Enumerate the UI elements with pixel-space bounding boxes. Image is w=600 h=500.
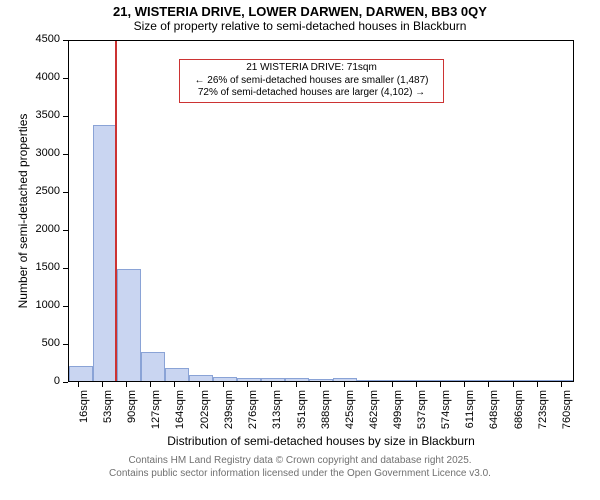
x-tick-label: 53sqm — [102, 390, 114, 440]
y-tick-mark — [63, 382, 68, 383]
x-tick-label: 648sqm — [488, 390, 500, 440]
x-tick-mark — [464, 382, 465, 387]
x-tick-label: 499sqm — [392, 390, 404, 440]
x-tick-mark — [126, 382, 127, 387]
page-title: 21, WISTERIA DRIVE, LOWER DARWEN, DARWEN… — [0, 0, 600, 33]
x-tick-label: 686sqm — [513, 390, 525, 440]
x-tick-mark — [513, 382, 514, 387]
x-tick-mark — [392, 382, 393, 387]
y-tick-mark — [63, 306, 68, 307]
x-tick-label: 425sqm — [344, 390, 356, 440]
x-tick-label: 202sqm — [199, 390, 211, 440]
y-tick-mark — [63, 154, 68, 155]
x-tick-label: 537sqm — [416, 390, 428, 440]
x-tick-mark — [488, 382, 489, 387]
x-tick-mark — [440, 382, 441, 387]
histogram-bar — [405, 380, 429, 381]
x-tick-mark — [320, 382, 321, 387]
x-tick-label: 313sqm — [271, 390, 283, 440]
y-tick-label: 4000 — [36, 71, 60, 83]
y-axis-label: Number of semi-detached properties — [16, 40, 30, 382]
x-tick-label: 574sqm — [440, 390, 452, 440]
title-line1: 21, WISTERIA DRIVE, LOWER DARWEN, DARWEN… — [0, 4, 600, 19]
histogram-bar — [429, 380, 453, 381]
x-tick-label: 611sqm — [464, 390, 476, 440]
chart-plot-area: 21 WISTERIA DRIVE: 71sqm← 26% of semi-de… — [68, 40, 574, 382]
histogram-bar — [453, 380, 477, 381]
x-tick-mark — [271, 382, 272, 387]
y-tick-label: 3000 — [36, 147, 60, 159]
histogram-bar — [213, 377, 237, 381]
histogram-bar — [69, 366, 93, 381]
histogram-bar — [309, 379, 333, 381]
histogram-bar — [333, 378, 357, 381]
histogram-bar — [141, 352, 165, 381]
y-tick-mark — [63, 40, 68, 41]
histogram-bar — [237, 378, 261, 381]
y-tick-mark — [63, 78, 68, 79]
histogram-bar — [525, 380, 549, 381]
x-tick-label: 90sqm — [126, 390, 138, 440]
x-tick-mark — [561, 382, 562, 387]
x-tick-label: 16sqm — [78, 390, 90, 440]
x-tick-mark — [174, 382, 175, 387]
x-tick-mark — [223, 382, 224, 387]
x-tick-mark — [537, 382, 538, 387]
y-tick-label: 2000 — [36, 223, 60, 235]
x-tick-mark — [247, 382, 248, 387]
histogram-bar — [285, 378, 309, 381]
histogram-bar — [117, 269, 141, 381]
y-tick-mark — [63, 344, 68, 345]
footer-line1: Contains HM Land Registry data © Crown c… — [0, 454, 600, 467]
x-tick-label: 723sqm — [537, 390, 549, 440]
histogram-bar — [501, 380, 525, 381]
reference-line — [115, 41, 117, 381]
x-tick-mark — [78, 382, 79, 387]
x-tick-label: 351sqm — [296, 390, 308, 440]
footer-line2: Contains public sector information licen… — [0, 467, 600, 480]
annotation-line: ← 26% of semi-detached houses are smalle… — [184, 75, 439, 88]
annotation-line: 21 WISTERIA DRIVE: 71sqm — [184, 62, 439, 75]
footer-attribution: Contains HM Land Registry data © Crown c… — [0, 454, 600, 480]
histogram-bar — [477, 380, 501, 381]
x-tick-mark — [199, 382, 200, 387]
y-tick-label: 500 — [42, 337, 60, 349]
histogram-bar — [165, 368, 189, 381]
y-tick-label: 0 — [54, 375, 60, 387]
x-tick-label: 127sqm — [150, 390, 162, 440]
histogram-bar — [381, 380, 405, 381]
x-tick-mark — [416, 382, 417, 387]
y-tick-mark — [63, 192, 68, 193]
y-tick-label: 2500 — [36, 185, 60, 197]
y-tick-label: 4500 — [36, 33, 60, 45]
histogram-bar — [189, 375, 213, 381]
x-tick-label: 276sqm — [247, 390, 259, 440]
x-tick-label: 462sqm — [368, 390, 380, 440]
histogram-bar — [549, 380, 573, 381]
y-tick-mark — [63, 230, 68, 231]
y-tick-mark — [63, 268, 68, 269]
title-line2: Size of property relative to semi-detach… — [0, 19, 600, 33]
y-tick-label: 1000 — [36, 299, 60, 311]
x-tick-label: 239sqm — [223, 390, 235, 440]
annotation-line: 72% of semi-detached houses are larger (… — [184, 87, 439, 100]
x-tick-mark — [150, 382, 151, 387]
x-tick-mark — [368, 382, 369, 387]
x-tick-label: 388sqm — [320, 390, 332, 440]
histogram-bar — [93, 125, 117, 381]
y-tick-label: 1500 — [36, 261, 60, 273]
y-tick-label: 3500 — [36, 109, 60, 121]
x-tick-label: 760sqm — [561, 390, 573, 440]
x-tick-mark — [296, 382, 297, 387]
x-tick-mark — [102, 382, 103, 387]
x-tick-label: 164sqm — [174, 390, 186, 440]
x-tick-mark — [344, 382, 345, 387]
annotation-box: 21 WISTERIA DRIVE: 71sqm← 26% of semi-de… — [179, 59, 444, 103]
histogram-bar — [357, 380, 381, 381]
y-tick-mark — [63, 116, 68, 117]
histogram-bar — [261, 378, 285, 381]
